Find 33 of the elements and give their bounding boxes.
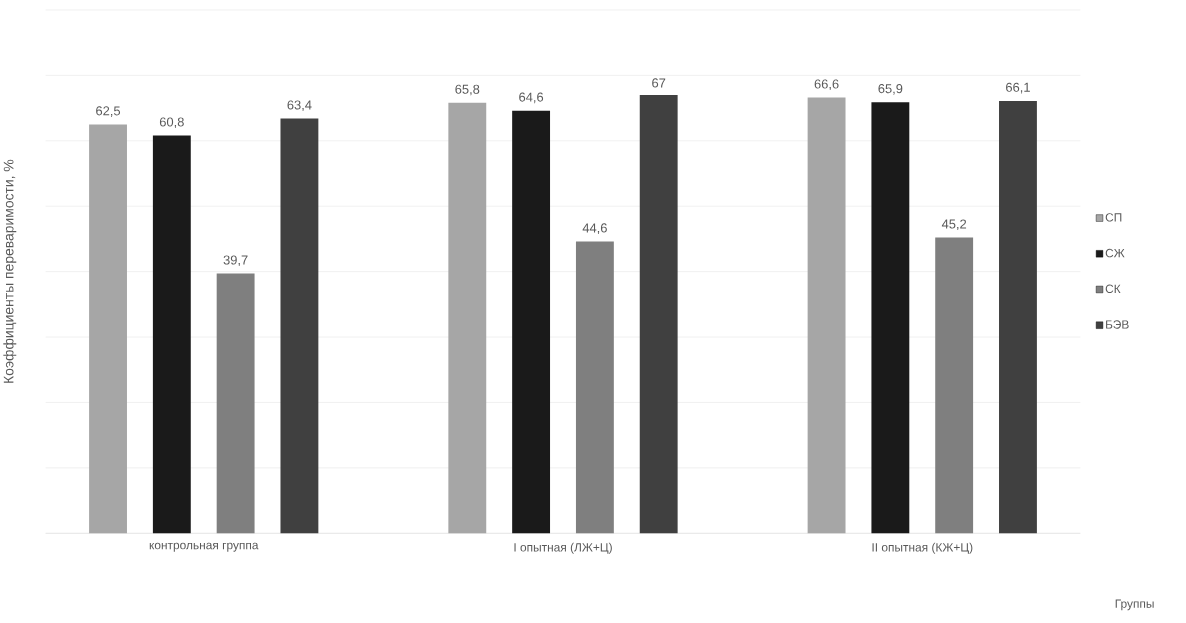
y-axis-title: Коэффициенты переваримости, % [3,159,17,383]
bar [216,273,255,534]
data-label: 65,9 [878,84,903,95]
bar [448,102,487,534]
bar [639,95,678,534]
bar [871,102,910,534]
legend-label: СП [1105,213,1122,222]
bar [89,124,127,534]
bar [512,110,551,534]
data-label: 62,5 [96,106,121,117]
x-axis-title: Группы [1115,599,1154,611]
data-label: 45,2 [941,219,967,231]
legend-label: СК [1105,284,1121,294]
data-label: 60,8 [159,117,184,129]
data-label: 66,1 [1006,82,1030,94]
x-tick-label: контрольная группа [149,542,259,552]
bar [935,237,974,534]
data-label: 39,7 [223,255,248,267]
data-label: 65,8 [455,84,480,96]
bar [999,100,1037,534]
x-tick-label: I опытная (ЛЖ+Ц) [514,542,612,554]
data-label: 66,6 [814,79,839,91]
data-label: 64,6 [519,92,544,104]
data-label: 63,4 [287,100,312,112]
x-tick-label: II опытная (КЖ+Ц) [872,542,973,554]
legend-label: СЖ [1105,248,1125,258]
bar [152,135,191,534]
legend-label: БЭВ [1106,320,1129,329]
bar [807,97,846,534]
data-label: 44,6 [582,223,607,235]
bar [575,241,614,534]
bar [280,118,319,534]
data-label: 67 [652,78,666,88]
